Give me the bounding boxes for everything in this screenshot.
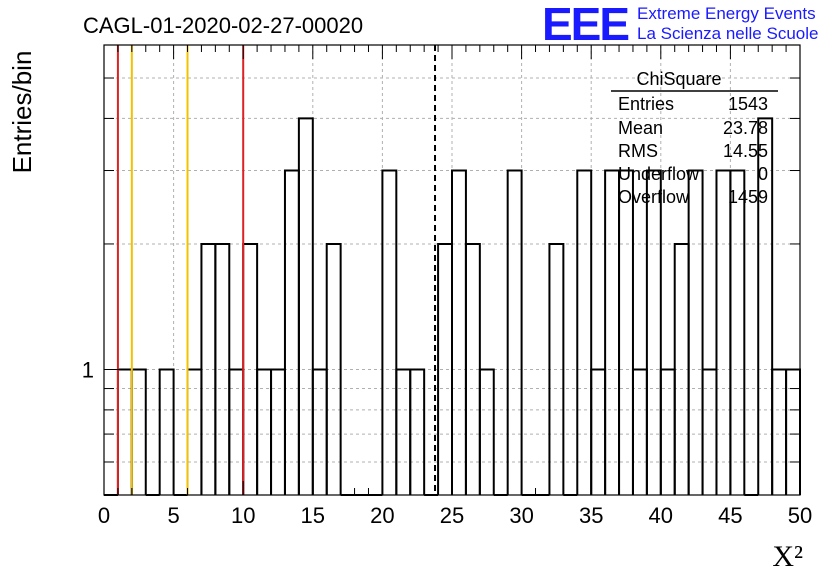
- histogram-bin: [478, 368, 495, 495]
- histogram-bin: [325, 242, 342, 495]
- stats-label-rms: RMS: [618, 141, 658, 161]
- stats-name: ChiSquare: [636, 69, 721, 89]
- histogram-bin: [757, 117, 774, 495]
- stats-box: ChiSquare Entries 1543 Mean 23.78 RMS 14…: [611, 69, 778, 207]
- x-tick-label: 10: [231, 503, 255, 528]
- stats-value-rms: 14.55: [723, 141, 768, 161]
- logo-line2: La Scienza nelle Scuole: [637, 24, 818, 43]
- stats-value-overflow: 1459: [728, 187, 768, 207]
- eee-logo: EEE: [542, 0, 628, 50]
- chart-title: CAGL-01-2020-02-27-00020: [83, 13, 363, 38]
- reference-lines: [116, 45, 437, 495]
- histogram-bin: [687, 169, 704, 495]
- x-tick-label: 15: [301, 503, 325, 528]
- histogram-bin: [604, 169, 621, 495]
- histogram-bin: [297, 117, 314, 495]
- stats-value-mean: 23.78: [723, 118, 768, 138]
- histogram-bin: [158, 368, 175, 495]
- x-tick-label: 0: [98, 503, 110, 528]
- histogram-bin: [283, 169, 300, 495]
- stats-value-underflow: 0: [758, 164, 768, 184]
- x-tick-label: 25: [440, 503, 464, 528]
- histogram-bin: [451, 169, 467, 495]
- logo-line1: Extreme Energy Events: [637, 4, 816, 23]
- histogram-bars: [104, 117, 801, 496]
- histogram-bin: [576, 169, 593, 495]
- histogram-bin: [506, 169, 523, 495]
- x-axis-label: X²: [772, 540, 803, 572]
- histogram-bin: [729, 169, 746, 495]
- histogram-bin: [715, 169, 732, 495]
- histogram-bin: [618, 169, 634, 495]
- x-tick-label: 50: [788, 503, 812, 528]
- stats-label-mean: Mean: [618, 118, 663, 138]
- y-tick-label: 1: [82, 357, 94, 382]
- x-tick-label: 45: [718, 503, 742, 528]
- stats-label-underflow: Underflow: [618, 164, 700, 184]
- x-tick-label: 5: [167, 503, 179, 528]
- histogram-bin: [409, 368, 426, 495]
- histogram-bin: [381, 169, 398, 495]
- stats-label-entries: Entries: [618, 94, 674, 114]
- histogram-bin: [645, 169, 662, 495]
- x-tick-label: 40: [649, 503, 673, 528]
- histogram-bin: [214, 242, 231, 495]
- x-tick-label: 35: [579, 503, 603, 528]
- y-axis-label: Entries/bin: [7, 51, 37, 174]
- stats-label-overflow: Overflow: [618, 187, 690, 207]
- histogram-bin: [130, 368, 147, 495]
- x-tick-label: 30: [509, 503, 533, 528]
- x-tick-label: 20: [370, 503, 394, 528]
- stats-value-entries: 1543: [728, 94, 768, 114]
- axis-ticks: 0 5 10 15 20 25 30 35 40 45 50 1: [82, 44, 812, 528]
- histogram-bin: [548, 242, 565, 495]
